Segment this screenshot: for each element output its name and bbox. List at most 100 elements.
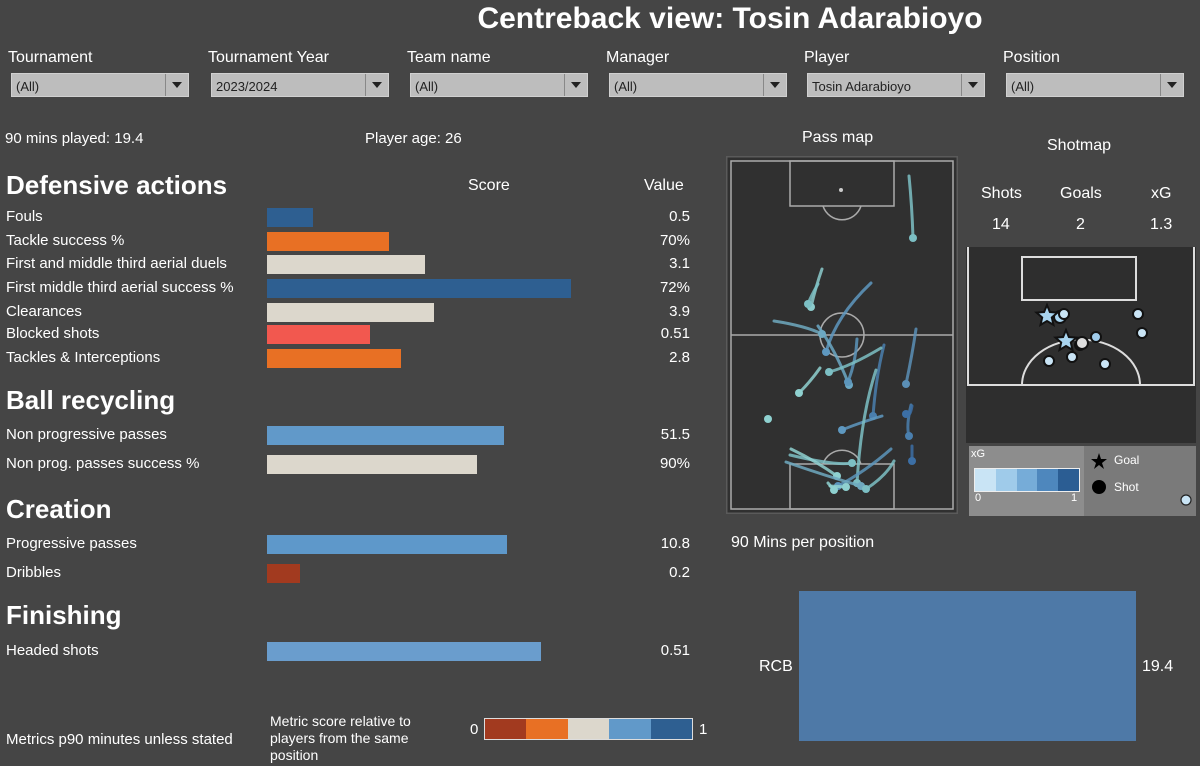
pass-end-dot (902, 380, 910, 388)
metric-value: 0.51 (660, 325, 690, 342)
metric-value: 90% (659, 455, 690, 472)
shot-marker (1058, 308, 1070, 320)
shot-legend-label: Shot (1114, 480, 1139, 494)
metric-label: Clearances (6, 303, 82, 320)
section-title: Creation (6, 494, 112, 524)
position-bar (799, 591, 1136, 741)
metric-score-bar (267, 255, 425, 274)
legend-min: 0 (470, 721, 479, 738)
filter-value: (All) (415, 79, 439, 94)
pass-end-dot (909, 234, 917, 242)
shot-marker (1099, 358, 1111, 370)
pass-end-dot (830, 486, 838, 494)
metric-value: 0.5 (669, 208, 690, 225)
player-age-text: Player age: 26 (365, 130, 462, 147)
section-title: Ball recycling (6, 385, 176, 415)
shot-marker (1075, 336, 1089, 350)
position-label: RCB (759, 658, 793, 675)
shotmap-legend: xG 0 1 Goal Shot (969, 446, 1196, 516)
metric-value: 3.1 (669, 255, 690, 272)
metric-value: 51.5 (660, 426, 690, 443)
legend-swatch (526, 719, 568, 739)
filter-dropdown[interactable]: (All) (11, 73, 189, 97)
metric-label: Non prog. passes success % (6, 455, 200, 472)
legend-swatch (609, 719, 651, 739)
chevron-down-icon[interactable] (961, 74, 984, 96)
page-title: Centreback view: Tosin Adarabioyo (477, 2, 983, 35)
metric-value: 0.2 (669, 564, 690, 581)
pass-line (836, 447, 893, 488)
metric-score-bar (267, 208, 313, 227)
metric-score-bar (267, 535, 507, 554)
filter-label: Tournament Year (208, 49, 329, 66)
filter-value: (All) (16, 79, 40, 94)
goal-legend-label: Goal (1114, 453, 1140, 467)
pass-line (855, 368, 878, 485)
position-chart: RCB 19.4 (759, 591, 1173, 741)
section-title: Defensive actions (6, 170, 228, 200)
filter-dropdown[interactable]: (All) (609, 73, 787, 97)
metric-label: Tackle success % (6, 232, 125, 249)
chevron-down-icon[interactable] (763, 74, 786, 96)
chevron-down-icon[interactable] (365, 74, 388, 96)
metric-score-bar (267, 349, 401, 368)
section-title: Finishing (6, 600, 122, 630)
chevron-down-icon[interactable] (1160, 74, 1183, 96)
metric-label: Dribbles (6, 564, 62, 581)
metric-label: First middle third aerial success % (6, 279, 234, 296)
metric-label: Fouls (6, 208, 43, 225)
goals-value: 2 (1076, 216, 1085, 233)
pass-end-dot (848, 459, 856, 467)
shots-label: Shots (981, 185, 1022, 202)
legend-swatch (485, 719, 527, 739)
metric-value: 72% (659, 279, 690, 296)
metric-score-bar (267, 455, 477, 474)
xg-label: xG (1151, 185, 1172, 202)
score-color-legend (484, 718, 693, 740)
chevron-down-icon[interactable] (564, 74, 587, 96)
filter-value: 2023/2024 (216, 79, 278, 94)
metric-value: 3.9 (669, 303, 690, 320)
xg-value: 1.3 (1150, 216, 1173, 233)
position-value-label: 19.4 (1142, 658, 1173, 675)
xg-legend-min: 0 (975, 492, 982, 504)
shot-marker (1090, 331, 1102, 343)
shot-marker (1132, 308, 1144, 320)
value-header: Value (644, 177, 684, 194)
pass-end-dot (795, 389, 803, 397)
filter-value: (All) (614, 79, 638, 94)
pass-end-dot (838, 426, 846, 434)
score-note: Metric score relative to players from th… (270, 713, 411, 763)
shotmap-title: Shotmap (1047, 137, 1112, 154)
xg-legend-max: 1 (1071, 492, 1078, 504)
shot-dot-icon (1092, 480, 1106, 494)
pass-line (904, 327, 918, 386)
mins-played-text: 90 mins played: 19.4 (5, 130, 144, 147)
metric-label: Blocked shots (6, 325, 100, 342)
metric-score-bar (267, 325, 370, 344)
chevron-down-icon[interactable] (165, 74, 188, 96)
shots-value: 14 (992, 216, 1010, 233)
filter-dropdown[interactable]: Tosin Adarabioyo (807, 73, 985, 97)
pass-end-dot (908, 457, 916, 465)
filter-dropdown[interactable]: (All) (1006, 73, 1184, 97)
metric-score-bar (267, 564, 300, 583)
filter-dropdown[interactable]: (All) (410, 73, 588, 97)
metric-label: Progressive passes (6, 535, 137, 552)
metric-label: First and middle third aerial duels (6, 255, 227, 272)
filter-dropdown[interactable]: 2023/2024 (211, 73, 389, 97)
shot-pitch (966, 247, 1196, 443)
pass-end-dot (825, 368, 833, 376)
goal-marker (1053, 327, 1079, 352)
shot-marker (1043, 355, 1055, 367)
pass-line (824, 281, 873, 354)
pass-line (789, 447, 839, 478)
pass-end-dot (844, 378, 852, 386)
metric-score-bar (267, 279, 571, 298)
pass-end-dot (822, 348, 830, 356)
pass-end-dot (842, 483, 850, 491)
pass-map (726, 156, 958, 514)
pass-end-dot (905, 432, 913, 440)
position-chart-title: 90 Mins per position (731, 534, 875, 551)
filter-value: (All) (1011, 79, 1035, 94)
